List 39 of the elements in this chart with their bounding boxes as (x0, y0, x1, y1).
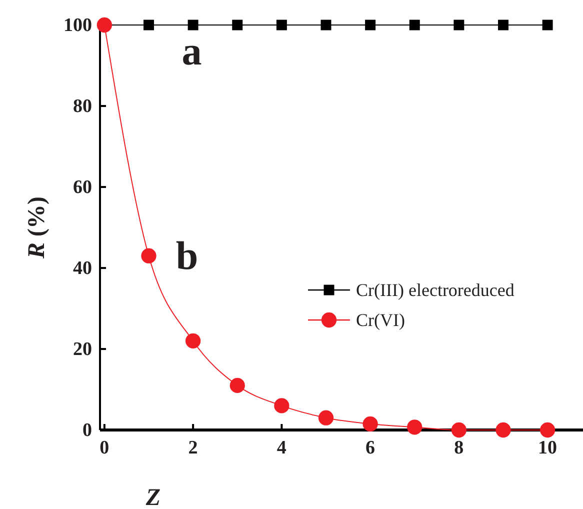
point (188, 20, 198, 30)
point (320, 20, 332, 30)
x-tick-label: 8 (454, 437, 464, 458)
point (230, 378, 245, 394)
point (407, 420, 422, 435)
point (144, 20, 154, 30)
y-tick-label: 40 (73, 258, 92, 280)
point (498, 20, 508, 30)
point (185, 333, 201, 348)
x-tick-label: 4 (276, 437, 287, 458)
y-tick-label: 20 (73, 339, 92, 360)
point (96, 17, 112, 33)
y-tick-label: 100 (64, 15, 92, 36)
x-tick-label: 10 (538, 437, 558, 458)
x-tick-label: 0 (100, 437, 110, 458)
legend-label: Cr(III) electroreduced (356, 280, 514, 300)
point (274, 398, 290, 414)
y-tick-label: 60 (73, 177, 92, 198)
point (454, 20, 464, 30)
y-axis-title: R (%) (24, 196, 50, 260)
annotation: b (176, 233, 198, 278)
legend-label: Cr(VI) (356, 310, 405, 330)
point (540, 422, 556, 438)
point (542, 20, 553, 30)
point (318, 410, 334, 426)
point (409, 20, 420, 30)
point (451, 422, 466, 438)
y-tick-label: 80 (73, 96, 92, 118)
y-tick-label: 0 (82, 420, 92, 442)
x-tick-label: 2 (188, 437, 198, 458)
annotation: a (182, 28, 202, 74)
point (232, 20, 243, 30)
x-axis-title: Z (144, 485, 161, 509)
x-tick-label: 6 (366, 437, 376, 458)
point (276, 20, 287, 30)
point (141, 248, 156, 264)
point (362, 416, 378, 432)
point (365, 20, 376, 30)
point (496, 422, 511, 438)
